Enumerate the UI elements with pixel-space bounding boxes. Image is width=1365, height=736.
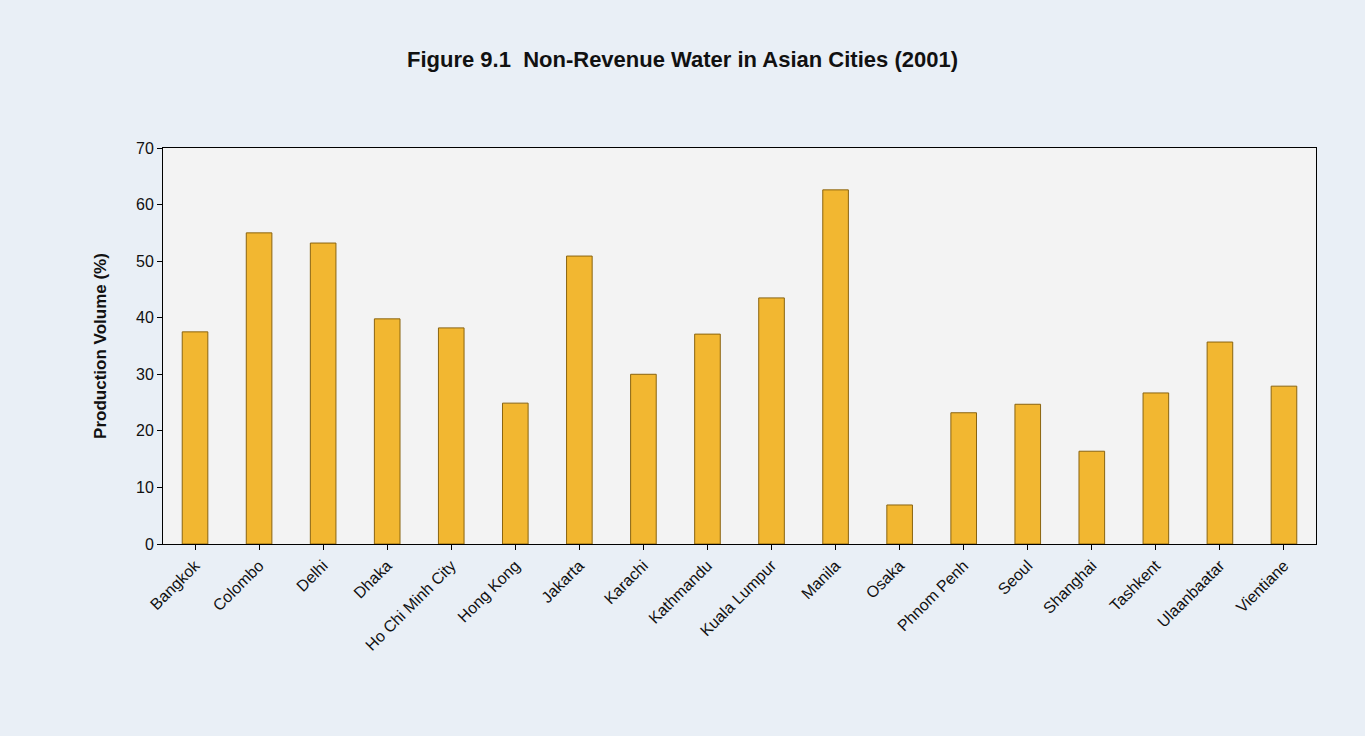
svg-text:Dhaka: Dhaka bbox=[350, 557, 395, 602]
svg-text:Kuala Lumpur: Kuala Lumpur bbox=[697, 556, 780, 639]
svg-text:40: 40 bbox=[136, 309, 154, 326]
svg-text:Karachi: Karachi bbox=[601, 557, 651, 607]
svg-text:30: 30 bbox=[136, 366, 154, 383]
svg-text:0: 0 bbox=[145, 536, 154, 553]
svg-text:Delhi: Delhi bbox=[293, 557, 331, 595]
svg-text:Manila: Manila bbox=[798, 557, 843, 602]
svg-text:Production Volume (%): Production Volume (%) bbox=[91, 253, 110, 439]
svg-text:Ho Chi Minh City: Ho Chi Minh City bbox=[362, 557, 459, 654]
svg-text:Osaka: Osaka bbox=[863, 557, 908, 602]
svg-text:20: 20 bbox=[136, 422, 154, 439]
svg-text:Phnom Penh: Phnom Penh bbox=[894, 557, 971, 634]
svg-text:Shanghai: Shanghai bbox=[1040, 557, 1100, 617]
svg-text:60: 60 bbox=[136, 196, 154, 213]
svg-text:Colombo: Colombo bbox=[210, 557, 267, 614]
svg-text:Figure 9.1 Non-Revenue Water: Figure 9.1 Non-Revenue Water in Asian Ci… bbox=[407, 47, 958, 72]
svg-text:Bangkok: Bangkok bbox=[147, 556, 204, 613]
svg-text:Tashkent: Tashkent bbox=[1106, 557, 1164, 615]
svg-text:Ulaanbaatar: Ulaanbaatar bbox=[1154, 556, 1228, 630]
svg-text:Jakarta: Jakarta bbox=[538, 557, 587, 606]
svg-text:70: 70 bbox=[136, 140, 154, 157]
svg-text:10: 10 bbox=[136, 479, 154, 496]
svg-text:Hong Kong: Hong Kong bbox=[454, 557, 523, 626]
svg-text:Vientiane: Vientiane bbox=[1233, 557, 1292, 616]
svg-text:50: 50 bbox=[136, 253, 154, 270]
svg-text:Seoul: Seoul bbox=[995, 557, 1036, 598]
svg-text:Kathmandu: Kathmandu bbox=[645, 557, 715, 627]
